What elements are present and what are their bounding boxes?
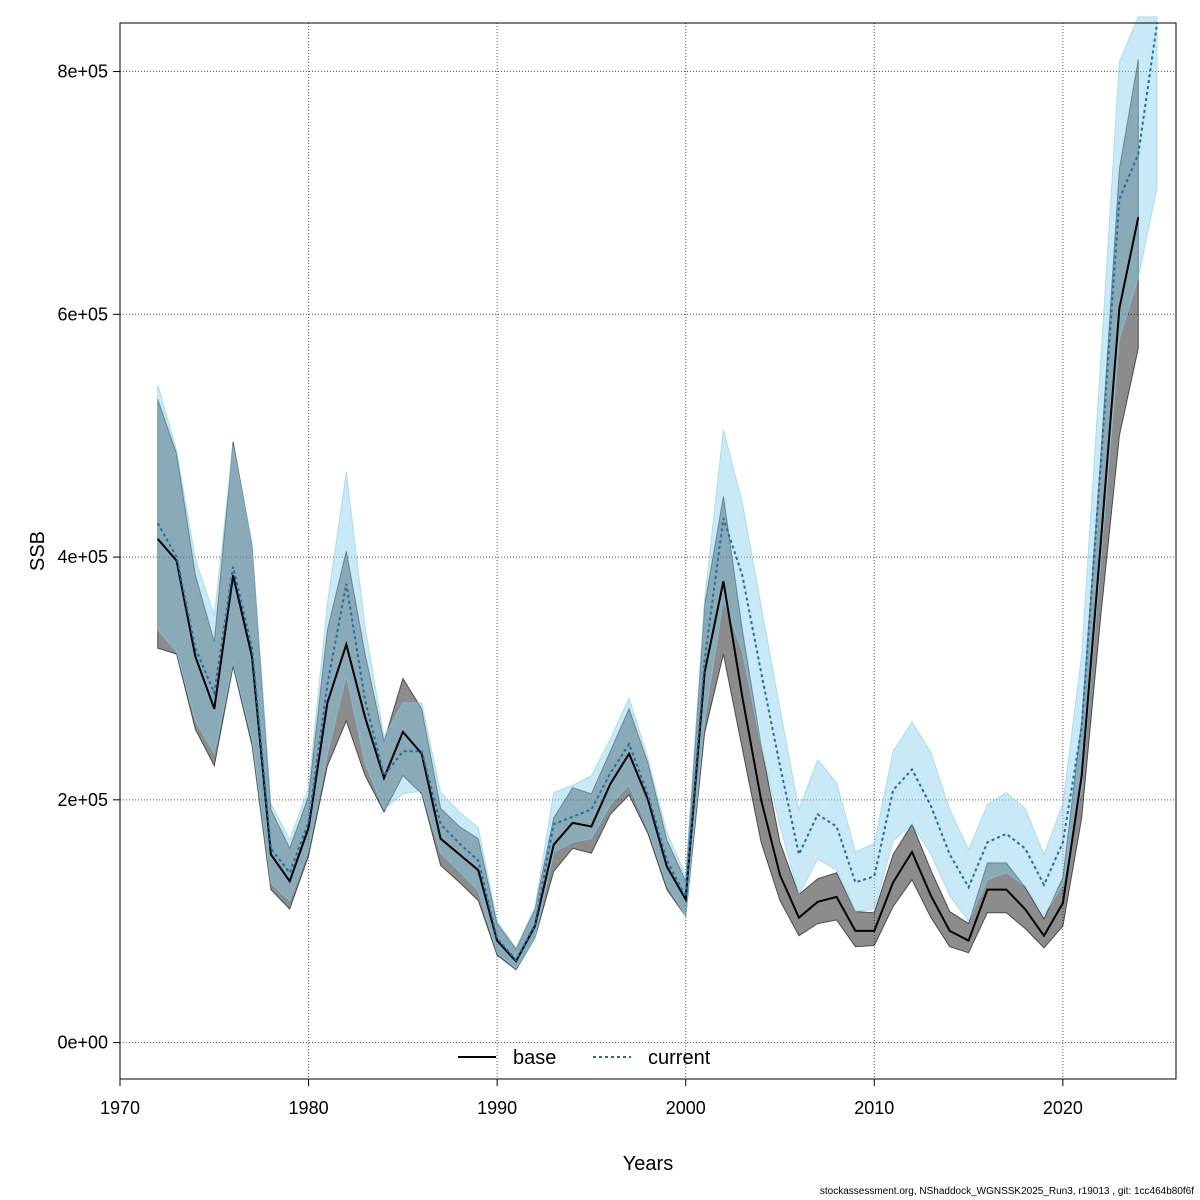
- y-tick-label: 4e+05: [57, 547, 108, 567]
- legend-label-base: base: [513, 1047, 556, 1069]
- x-tick-label: 2020: [1043, 1098, 1083, 1118]
- x-tick-label: 1980: [289, 1098, 329, 1118]
- x-tick-label: 1990: [477, 1098, 517, 1118]
- plot-frame: [119, 22, 1177, 1080]
- footer-credit: stockassessment.org, NShaddock_WGNSSK202…: [819, 1186, 1194, 1197]
- y-tick-label: 0e+00: [57, 1033, 108, 1053]
- x-tick-label: 2000: [666, 1098, 706, 1118]
- y-axis: 0e+00 2e+05 4e+05 6e+05 8e+05: [57, 62, 120, 1053]
- x-axis-title: Years: [623, 1153, 673, 1175]
- line-current: [156, 22, 1159, 962]
- y-tick-label: 6e+05: [57, 304, 108, 324]
- legend-label-current: current: [648, 1047, 711, 1069]
- x-axis: 1970 1980 1990 2000 2010 2020: [100, 1079, 1083, 1118]
- plot-background: [120, 23, 1176, 1079]
- band-current: [157, 16, 1158, 970]
- x-tick-label: 2010: [854, 1098, 894, 1118]
- confidence-bands: [157, 16, 1158, 971]
- series-lines: [156, 22, 1159, 964]
- y-axis-title: SSB: [27, 531, 49, 571]
- band-base: [157, 59, 1139, 971]
- legend: base current: [458, 1047, 711, 1069]
- y-tick-label: 8e+05: [57, 62, 108, 82]
- line-base: [156, 216, 1140, 964]
- y-tick-label: 2e+05: [57, 790, 108, 810]
- x-tick-label: 1970: [100, 1098, 140, 1118]
